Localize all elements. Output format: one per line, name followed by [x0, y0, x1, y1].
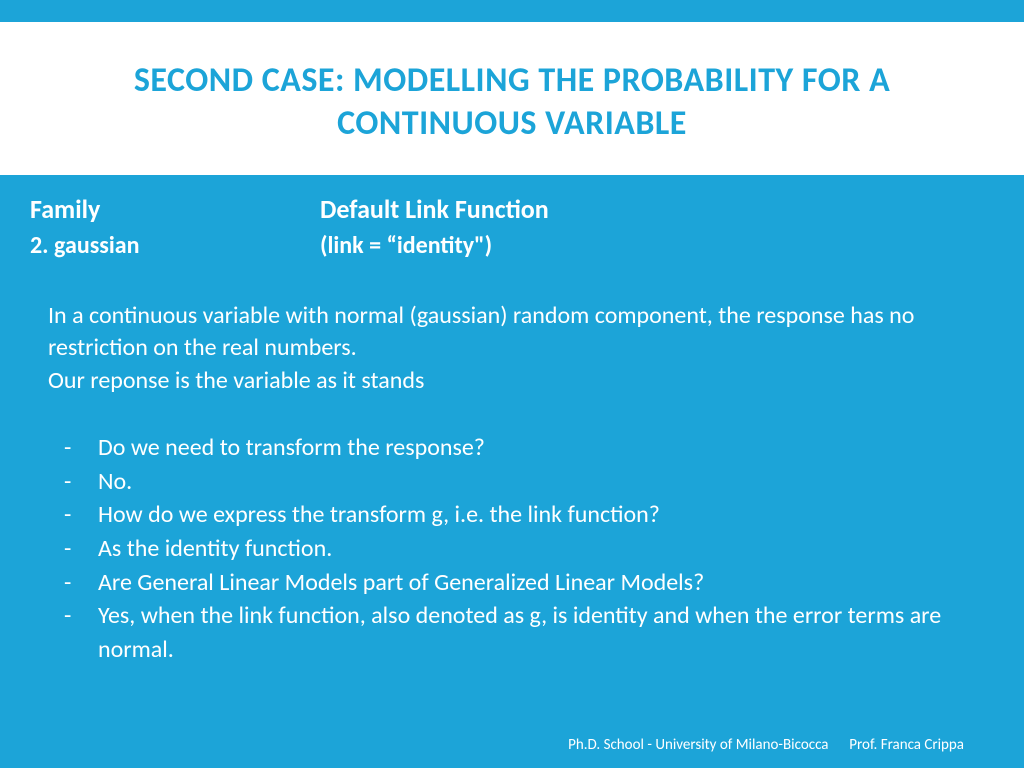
- table-header-row: Family Default Link Function: [30, 193, 994, 225]
- link-value: (link = “identity"): [320, 231, 994, 260]
- content-area: Family Default Link Function 2. gaussian…: [0, 175, 1024, 666]
- para-line2: Our reponse is the variable as it stands: [48, 365, 994, 397]
- header-link: Default Link Function: [320, 193, 994, 225]
- list-item: As the identity function.: [64, 532, 994, 566]
- top-accent-bar: [0, 0, 1024, 22]
- footer: Ph.D. School - University of Milano-Bico…: [568, 736, 964, 754]
- slide-title: SECOND CASE: MODELLING THE PROBABILITY F…: [40, 60, 984, 145]
- table-data-row: 2. gaussian (link = “identity"): [30, 231, 994, 260]
- list-item: Yes, when the link function, also denote…: [64, 599, 994, 666]
- list-item: Do we need to transform the response?: [64, 431, 994, 465]
- qa-list: Do we need to transform the response? No…: [30, 431, 994, 666]
- description-paragraph: In a continuous variable with normal (ga…: [30, 300, 994, 397]
- list-item: Are General Linear Models part of Genera…: [64, 566, 994, 600]
- list-item: How do we express the transform g, i.e. …: [64, 498, 994, 532]
- footer-school: Ph.D. School - University of Milano-Bico…: [568, 736, 828, 754]
- footer-author: Prof. Franca Crippa: [849, 736, 964, 754]
- para-line1: In a continuous variable with normal (ga…: [48, 300, 994, 365]
- list-item: No.: [64, 465, 994, 499]
- family-value: 2. gaussian: [30, 231, 320, 260]
- header-family: Family: [30, 193, 320, 225]
- title-area: SECOND CASE: MODELLING THE PROBABILITY F…: [0, 22, 1024, 175]
